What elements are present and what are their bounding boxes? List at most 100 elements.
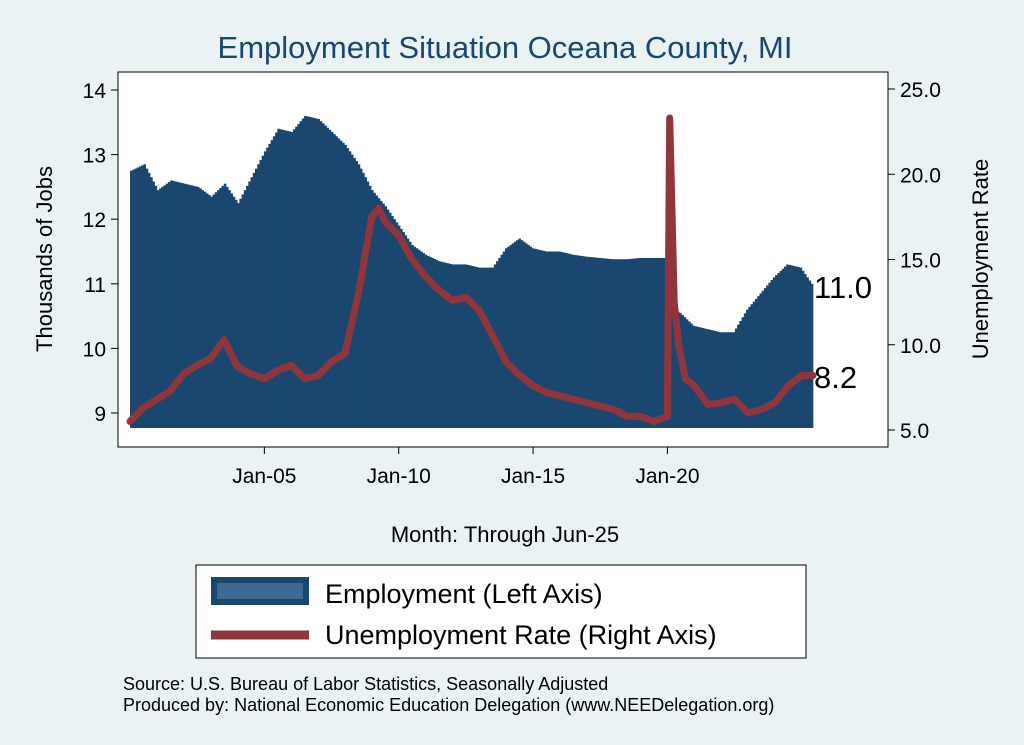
employment-bar bbox=[232, 196, 236, 428]
employment-bar bbox=[141, 165, 144, 428]
employment-bar bbox=[475, 267, 479, 428]
employment-bar bbox=[804, 274, 807, 428]
employment-bar bbox=[730, 332, 733, 428]
employment-bar bbox=[594, 257, 597, 428]
employment-bar bbox=[788, 264, 792, 428]
employment-bar bbox=[138, 166, 142, 428]
employment-bar bbox=[478, 267, 481, 428]
employment-bar bbox=[750, 304, 754, 428]
employment-bar bbox=[228, 190, 231, 428]
employment-bar bbox=[270, 140, 274, 428]
x-tick-label: Jan-20 bbox=[635, 465, 699, 488]
employment-bar bbox=[458, 264, 461, 428]
employment-bar bbox=[203, 191, 207, 428]
employment-bar bbox=[580, 256, 584, 428]
employment-bars bbox=[130, 115, 814, 429]
employment-bar bbox=[759, 293, 763, 428]
employment-bar bbox=[420, 251, 423, 428]
employment-bar bbox=[406, 238, 410, 428]
employment-bar bbox=[641, 257, 644, 428]
employment-bar bbox=[571, 254, 575, 428]
employment-bar bbox=[482, 267, 486, 428]
employment-bar bbox=[281, 129, 285, 428]
employment-bar bbox=[607, 258, 611, 428]
employment-bar bbox=[321, 123, 325, 428]
employment-bar bbox=[426, 255, 430, 428]
employment-bar bbox=[205, 193, 209, 428]
employment-bar bbox=[442, 262, 446, 428]
employment-bar bbox=[248, 181, 251, 428]
employment-bar bbox=[364, 177, 367, 428]
employment-bar bbox=[500, 254, 504, 428]
employment-bar bbox=[592, 257, 595, 428]
employment-bar bbox=[132, 169, 135, 429]
employment-bar bbox=[266, 147, 269, 428]
employment-bar bbox=[143, 164, 146, 429]
employment-bar bbox=[636, 258, 640, 428]
y-right-tick-label: 20.0 bbox=[900, 164, 941, 187]
employment-bar bbox=[792, 266, 796, 428]
employment-bar bbox=[386, 209, 390, 428]
employment-bar bbox=[435, 260, 439, 428]
employment-bar bbox=[263, 151, 267, 428]
unemployment-end-label: 8.2 bbox=[814, 360, 857, 395]
x-tick-label: Jan-10 bbox=[367, 465, 431, 488]
employment-bar bbox=[650, 257, 653, 428]
employment-bar bbox=[422, 253, 425, 428]
employment-bar bbox=[638, 257, 642, 428]
employment-bar bbox=[491, 267, 495, 428]
chart-title: Employment Situation Oceana County, MI bbox=[218, 30, 793, 65]
employment-bar bbox=[413, 246, 417, 428]
employment-bar bbox=[645, 257, 649, 428]
employment-bar bbox=[536, 249, 539, 428]
employment-bar bbox=[362, 172, 365, 428]
employment-bar bbox=[473, 266, 477, 428]
employment-bar bbox=[529, 246, 533, 428]
employment-bar bbox=[489, 267, 492, 428]
employment-bar bbox=[672, 309, 675, 428]
employment-bar bbox=[353, 157, 356, 428]
employment-bar bbox=[574, 255, 577, 428]
employment-bar bbox=[612, 259, 615, 428]
employment-bar bbox=[534, 248, 537, 428]
employment-bar bbox=[632, 258, 635, 428]
employment-bar bbox=[520, 240, 524, 428]
employment-bar bbox=[277, 128, 280, 428]
employment-bar bbox=[393, 219, 396, 428]
employment-bar bbox=[806, 277, 809, 428]
employment-bar bbox=[315, 118, 318, 428]
employment-bar bbox=[348, 151, 352, 428]
employment-bar bbox=[295, 126, 298, 429]
employment-bar bbox=[223, 183, 227, 428]
employment-bar bbox=[433, 259, 437, 428]
employment-bar bbox=[400, 228, 403, 428]
employment-bar bbox=[335, 136, 338, 429]
employment-bar bbox=[404, 235, 408, 428]
employment-bar bbox=[259, 159, 263, 429]
employment-bar bbox=[714, 331, 718, 428]
employment-bar bbox=[172, 180, 175, 428]
employment-bar bbox=[598, 257, 602, 428]
employment-bar bbox=[176, 182, 180, 428]
employment-bar bbox=[397, 225, 401, 428]
employment-bar bbox=[451, 264, 454, 428]
legend-unemployment-label: Unemployment Rate (Right Axis) bbox=[325, 620, 717, 650]
employment-bar bbox=[763, 288, 767, 428]
employment-bar bbox=[605, 258, 608, 428]
employment-bar bbox=[210, 196, 213, 428]
employment-bar bbox=[317, 119, 321, 428]
employment-bar bbox=[569, 254, 573, 428]
employment-bar bbox=[460, 264, 463, 428]
employment-bar bbox=[547, 251, 550, 428]
employment-bar bbox=[723, 332, 727, 428]
employment-bar bbox=[192, 185, 196, 428]
employment-bar bbox=[377, 198, 381, 428]
employment-bar bbox=[518, 238, 521, 428]
employment-bar bbox=[449, 263, 452, 428]
employment-bar bbox=[409, 241, 412, 428]
employment-bar bbox=[429, 256, 432, 428]
employment-bar bbox=[797, 267, 800, 428]
employment-bar bbox=[585, 256, 588, 428]
employment-bar bbox=[130, 170, 133, 428]
